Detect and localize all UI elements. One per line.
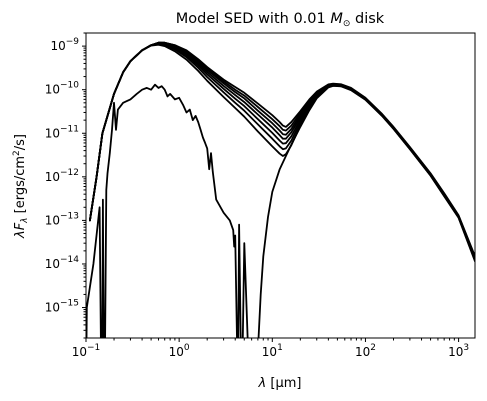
sed-series-6: [90, 44, 475, 260]
y-axis-label-unit-end: /s]: [13, 134, 28, 150]
y-tick-label: 10−11: [45, 124, 79, 140]
sed-curves: [86, 43, 475, 351]
axis-ticks: 10−1 100 101 102 103 10−15 10−14 10−13 10−12 10−1…: [45, 33, 469, 359]
x-tick-label: 10−1: [72, 343, 101, 359]
y-tick-label: 10−15: [45, 299, 79, 315]
y-axis-label: λFλ [ergs/cm2/s]: [12, 134, 30, 239]
plot-frame: [86, 33, 475, 338]
sed-series-7: [90, 45, 475, 261]
x-axis-label-unit: [μm]: [266, 376, 301, 391]
sed-series-8: [86, 85, 248, 351]
chart-title: Model SED with 0.01 M⊙ disk: [176, 11, 385, 29]
y-tick-label: 10−9: [50, 37, 79, 53]
sed-series-4: [90, 43, 475, 258]
y-axis-label-unit: [ergs/cm: [13, 156, 28, 218]
chart-title-suffix: disk: [350, 11, 384, 27]
x-axis-label-symbol: λ: [258, 376, 267, 391]
x-axis-label: λ [μm]: [258, 376, 302, 391]
x-tick-label: 101: [262, 343, 283, 359]
sed-series-5: [90, 44, 475, 260]
y-tick-label: 10−13: [45, 211, 79, 227]
chart-title-sun-symbol: ⊙: [343, 19, 351, 29]
x-tick-label: 100: [169, 343, 190, 359]
y-tick-label: 10−14: [45, 255, 80, 271]
sed-series-3: [90, 43, 475, 258]
chart-title-msun: M: [330, 11, 343, 27]
chart-title-prefix: Model SED with 0.01: [176, 11, 331, 27]
y-tick-label: 10−12: [45, 168, 79, 184]
x-tick-label: 103: [448, 343, 469, 359]
y-tick-label: 10−10: [45, 81, 80, 97]
y-axis-label-symbol: λF: [13, 222, 28, 239]
x-tick-label: 102: [355, 343, 376, 359]
